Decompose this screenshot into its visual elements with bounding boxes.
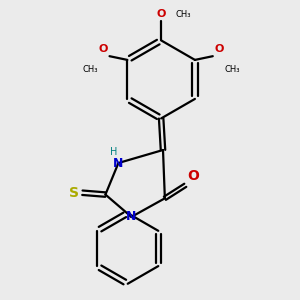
Text: O: O xyxy=(98,44,108,54)
Text: CH₃: CH₃ xyxy=(82,65,98,74)
Text: CH₃: CH₃ xyxy=(224,65,240,74)
Text: H: H xyxy=(110,147,118,158)
Text: O: O xyxy=(214,44,224,54)
Text: N: N xyxy=(113,157,124,169)
Text: O: O xyxy=(157,9,166,19)
Text: N: N xyxy=(126,210,136,224)
Text: S: S xyxy=(69,186,80,200)
Text: CH₃: CH₃ xyxy=(175,10,191,19)
Text: O: O xyxy=(187,169,199,183)
